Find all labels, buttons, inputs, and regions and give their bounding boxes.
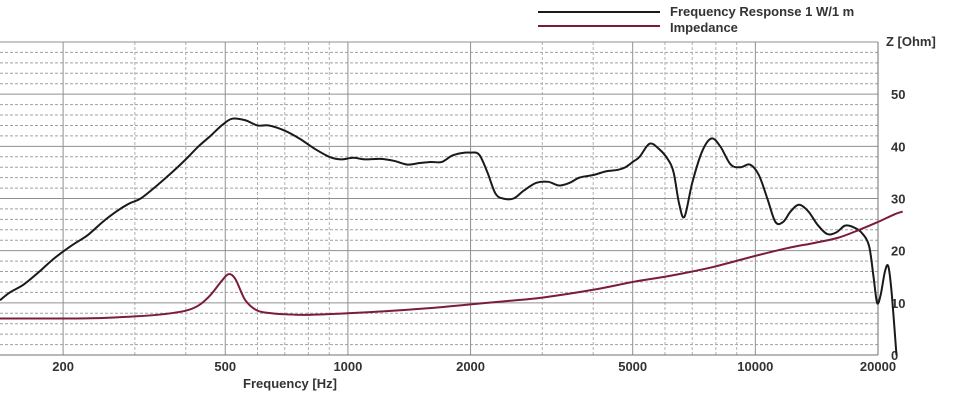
y-tick-label: 40 [891, 139, 905, 154]
x-tick-label: 200 [52, 359, 74, 374]
x-axis-ticks: 200 500 1000 2000 5000 10000 20000 [52, 359, 896, 374]
y-tick-label: 30 [891, 192, 905, 207]
y-axis-title: Z [Ohm] [886, 34, 936, 49]
y-tick-label: 20 [891, 244, 905, 259]
y-tick-label: 0 [891, 348, 898, 363]
y-tick-label: 10 [891, 296, 905, 311]
x-tick-label: 10000 [737, 359, 773, 374]
x-tick-label: 500 [214, 359, 236, 374]
plot-grid [0, 41, 879, 356]
x-tick-label: 20000 [860, 359, 896, 374]
impedance-line [0, 210, 904, 320]
series-lines [0, 117, 904, 356]
x-tick-label: 1000 [333, 359, 362, 374]
legend: Frequency Response 1 W/1 m Impedance [538, 4, 854, 35]
y-axis-ticks: 0 10 20 30 40 50 [891, 87, 905, 363]
x-tick-label: 2000 [456, 359, 485, 374]
y-tick-label: 50 [891, 87, 905, 102]
x-axis-title: Frequency [Hz] [243, 376, 337, 391]
legend-label-impedance: Impedance [670, 20, 738, 35]
x-tick-label: 5000 [618, 359, 647, 374]
frequency-response-line [0, 117, 898, 356]
legend-label-frequency-response: Frequency Response 1 W/1 m [670, 4, 854, 19]
